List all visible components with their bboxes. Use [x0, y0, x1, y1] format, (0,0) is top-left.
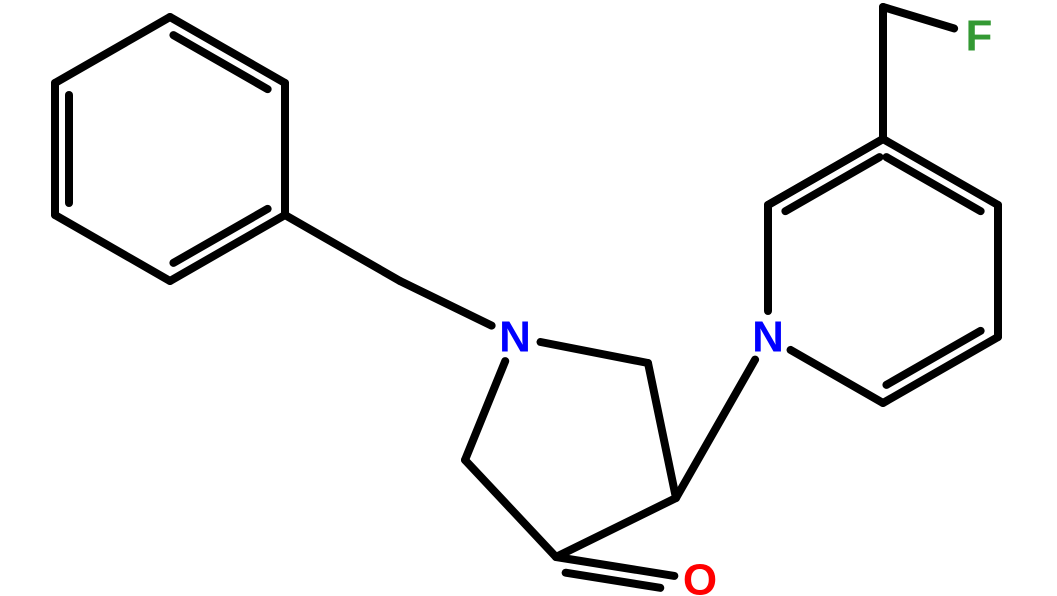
bond — [768, 139, 883, 205]
bond — [556, 498, 676, 557]
bond — [55, 17, 170, 83]
molecule-canvas: N O N F — [0, 0, 1057, 596]
bond — [883, 337, 998, 403]
atom-F: F — [966, 12, 993, 61]
bond — [55, 215, 170, 281]
bond — [170, 215, 285, 281]
bond — [285, 215, 400, 281]
bond — [648, 363, 676, 498]
bond — [676, 360, 755, 498]
bond — [465, 460, 556, 557]
atom-N: N — [752, 313, 784, 362]
bond — [883, 139, 998, 205]
atom-N: N — [499, 313, 531, 362]
bond — [400, 281, 492, 326]
bond — [883, 7, 954, 28]
bond — [791, 350, 883, 403]
atom-O: O — [683, 556, 717, 596]
bond — [541, 342, 648, 363]
bond — [170, 17, 285, 83]
bond — [465, 361, 505, 460]
